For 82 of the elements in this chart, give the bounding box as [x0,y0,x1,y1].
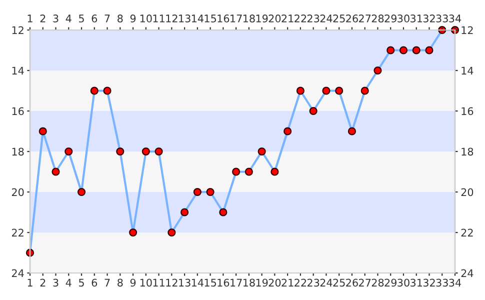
x-tick-label: 31 [410,278,422,287]
x2-tick-label: 14 [192,14,204,22]
x2-tick-label: 24 [320,14,332,22]
x2-tick-label: 26 [346,14,358,22]
x-tick-label: 5 [79,278,84,287]
x2-tick-label: 18 [243,14,255,22]
x2-tick-label: 19 [256,14,268,22]
x-tick-label: 6 [92,278,98,287]
y2-tick-label: 16 [462,107,474,116]
x2-tick-label: 30 [398,14,410,22]
x2-tick-label: 29 [384,14,396,22]
x-tick-label: 3 [53,278,58,287]
x2-tick-label: 8 [118,14,123,22]
x2-tick-label: 3 [53,14,58,22]
x2-tick-label: 31 [410,14,422,22]
x2-tick-label: 5 [79,14,84,22]
x2-tick-label: 32 [423,14,435,22]
x-tick-label: 23 [307,278,320,287]
x-tick-label: 29 [384,278,396,287]
x-tick-label: 16 [218,278,230,287]
x-tick-label: 25 [333,278,345,287]
y-tick-label: 20 [12,188,24,196]
x2-tick-label: 10 [140,14,152,22]
x-tick-label: 24 [320,278,332,286]
y-tick-label: 22 [12,228,24,236]
y-tick-label: 12 [12,26,24,34]
y2-tick-label: 14 [462,66,474,74]
x2-tick-label: 16 [218,14,230,22]
x2-tick-label: 11 [153,14,164,22]
x-tick-label: 11 [153,278,164,286]
x-tick-label: 27 [358,278,371,286]
x-tick-label: 17 [230,278,242,286]
x-tick-label: 2 [40,278,46,286]
x-tick-label: 14 [192,278,204,286]
x-tick-label: 22 [294,278,306,286]
x2-tick-label: 2 [40,14,46,22]
x-tick-label: 1 [28,278,32,286]
y-tick-label: 24 [12,269,24,277]
x2-tick-label: 1 [28,14,32,22]
x2-tick-label: 23 [307,14,320,22]
x2-tick-label: 33 [436,14,448,22]
x-tick-label: 7 [104,278,110,286]
x-tick-label: 28 [372,278,384,287]
x-tick-label: 13 [179,278,190,287]
x-tick-label: 15 [204,278,216,287]
y-tick-label: 18 [12,148,24,156]
x2-tick-label: 6 [92,14,98,22]
x-tick-label: 9 [130,278,136,287]
x2-tick-label: 7 [104,14,110,22]
x-tick-label: 4 [66,278,72,286]
x-tick-label: 30 [398,278,410,287]
y2-tick-label: 18 [462,148,474,156]
x-tick-label: 33 [436,278,448,287]
x2-tick-label: 9 [130,14,136,22]
x-tick-label: 12 [166,278,178,286]
x-tick-label: 26 [346,278,358,287]
x2-tick-label: 28 [372,14,384,22]
x2-tick-label: 20 [268,14,281,22]
x2-tick-label: 27 [358,14,371,22]
x2-tick-label: 21 [282,14,294,22]
x-tick-label: 10 [140,278,152,287]
x2-tick-label: 12 [166,14,178,22]
x2-tick-label: 4 [66,14,72,22]
x-tick-label: 32 [423,278,435,287]
x-tick-label: 20 [268,278,281,287]
x-tick-label: 34 [449,278,462,287]
x2-tick-label: 15 [204,14,216,22]
y2-tick-label: 22 [461,228,473,236]
y-tick-label: 16 [12,107,24,116]
x-tick-label: 18 [243,278,255,287]
y2-tick-label: 20 [461,188,474,196]
y-tick-label: 14 [12,66,24,74]
x2-tick-label: 25 [333,14,345,22]
y2-tick-label: 24 [461,269,474,277]
x2-tick-label: 13 [179,14,190,22]
x-tick-label: 8 [118,278,123,287]
y2-tick-label: 12 [462,26,473,34]
x-tick-label: 21 [282,278,294,286]
x2-tick-label: 22 [294,14,306,22]
x2-tick-label: 17 [230,14,242,22]
x2-tick-label: 34 [449,14,462,22]
x-tick-label: 19 [256,278,268,287]
